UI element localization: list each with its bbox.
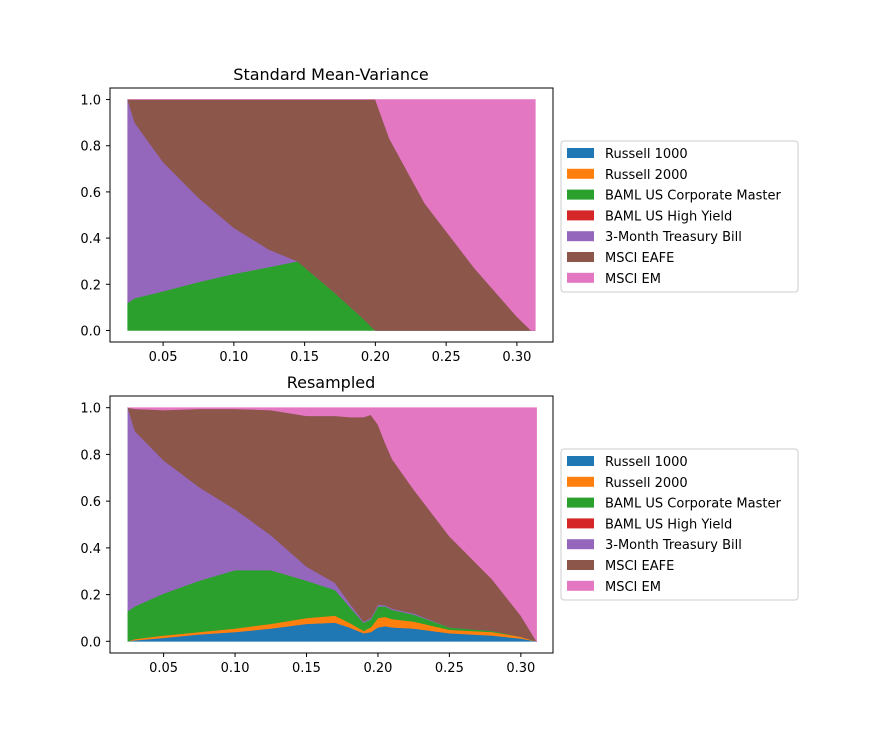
legend-label: MSCI EAFE — [605, 559, 674, 574]
stacked-areas — [127, 407, 538, 643]
legend-swatch — [567, 148, 594, 158]
plot-frame — [109, 87, 554, 343]
legend-swatch — [567, 456, 594, 466]
legend-frame — [560, 448, 799, 601]
y-tick-label: 0.8 — [80, 140, 101, 155]
y-tick-label: 0.0 — [80, 324, 101, 339]
legend-swatch — [567, 272, 594, 283]
x-tick-label: 0.25 — [432, 350, 461, 365]
y-tick-label: 0.2 — [80, 278, 101, 293]
stacked-areas — [127, 99, 536, 331]
y-axis: 0.0 0.2 0.4 0.6 0.8 1.0 — [80, 94, 110, 339]
legend: Russell 1000 Russell 2000 BAML US Corporat… — [560, 140, 799, 293]
legend-swatch — [567, 252, 594, 262]
x-tick-label: 0.15 — [290, 350, 319, 365]
legend: Russell 1000 Russell 2000 BAML US Corporat… — [560, 448, 799, 601]
legend-label: Russell 2000 — [605, 168, 688, 183]
legend-swatch — [567, 497, 594, 508]
x-tick-label: 0.25 — [435, 661, 464, 676]
legend-swatch — [567, 560, 594, 570]
chart-resampled: Resampled 0.05 0.10 0.15 0.20 0.25 0.30 0.00.… — [80, 373, 799, 676]
area-msci-em — [127, 99, 536, 331]
chart-title: Standard Mean-Variance — [233, 65, 428, 84]
legend-swatch — [567, 189, 594, 200]
x-tick-label: 0.05 — [149, 661, 178, 676]
legend-label: BAML US High Yield — [605, 209, 732, 224]
chart-standard-mean-variance: Standard Mean-Variance 0.05 0.10 0.15 0.20 0… — [80, 65, 799, 365]
x-tick-label: 0.30 — [502, 350, 531, 365]
legend-swatch — [567, 580, 594, 591]
y-tick-label: 1.0 — [80, 402, 101, 417]
legend-label: 3-Month Treasury Bill — [605, 538, 742, 553]
x-tick-label: 0.20 — [363, 661, 392, 676]
y-tick-label: 1.0 — [80, 94, 101, 109]
legend-label: BAML US High Yield — [605, 517, 732, 532]
x-tick-label: 0.30 — [506, 661, 535, 676]
legend-label: Russell 1000 — [605, 147, 688, 162]
legend-label: BAML US Corporate Master — [605, 189, 781, 204]
chart-title: Resampled — [287, 373, 376, 392]
y-tick-label: 0.0 — [80, 635, 101, 650]
legend-label: MSCI EM — [605, 272, 661, 287]
x-tick-label: 0.15 — [292, 661, 321, 676]
legend-label: MSCI EM — [605, 580, 661, 595]
x-tick-label: 0.10 — [219, 350, 248, 365]
legend-label: Russell 1000 — [605, 455, 688, 470]
x-tick-label: 0.10 — [221, 661, 250, 676]
legend-frame — [560, 140, 799, 293]
y-axis: 0.0 0.2 0.4 0.6 0.8 1.0 — [80, 402, 110, 650]
legend-swatch — [567, 210, 594, 221]
area-msci-em — [127, 407, 537, 643]
legend-swatch — [567, 231, 594, 242]
y-tick-label: 0.2 — [80, 589, 101, 604]
x-tick-label: 0.05 — [149, 350, 178, 365]
legend-swatch — [567, 168, 594, 179]
y-tick-label: 0.4 — [80, 232, 101, 247]
x-axis: 0.05 0.10 0.15 0.20 0.25 0.30 — [149, 342, 531, 365]
x-tick-label: 0.20 — [361, 350, 390, 365]
y-tick-label: 0.6 — [80, 495, 101, 510]
legend-swatch — [567, 518, 594, 529]
x-axis: 0.05 0.10 0.15 0.20 0.25 0.30 — [149, 653, 535, 676]
y-tick-label: 0.8 — [80, 448, 101, 463]
legend-swatch — [567, 476, 594, 487]
plot-frame — [109, 395, 554, 654]
legend-label: MSCI EAFE — [605, 251, 674, 266]
y-tick-label: 0.4 — [80, 542, 101, 557]
legend-label: 3-Month Treasury Bill — [605, 230, 742, 245]
y-tick-label: 0.6 — [80, 186, 101, 201]
legend-label: BAML US Corporate Master — [605, 497, 781, 512]
legend-label: Russell 2000 — [605, 476, 688, 491]
legend-swatch — [567, 539, 594, 550]
